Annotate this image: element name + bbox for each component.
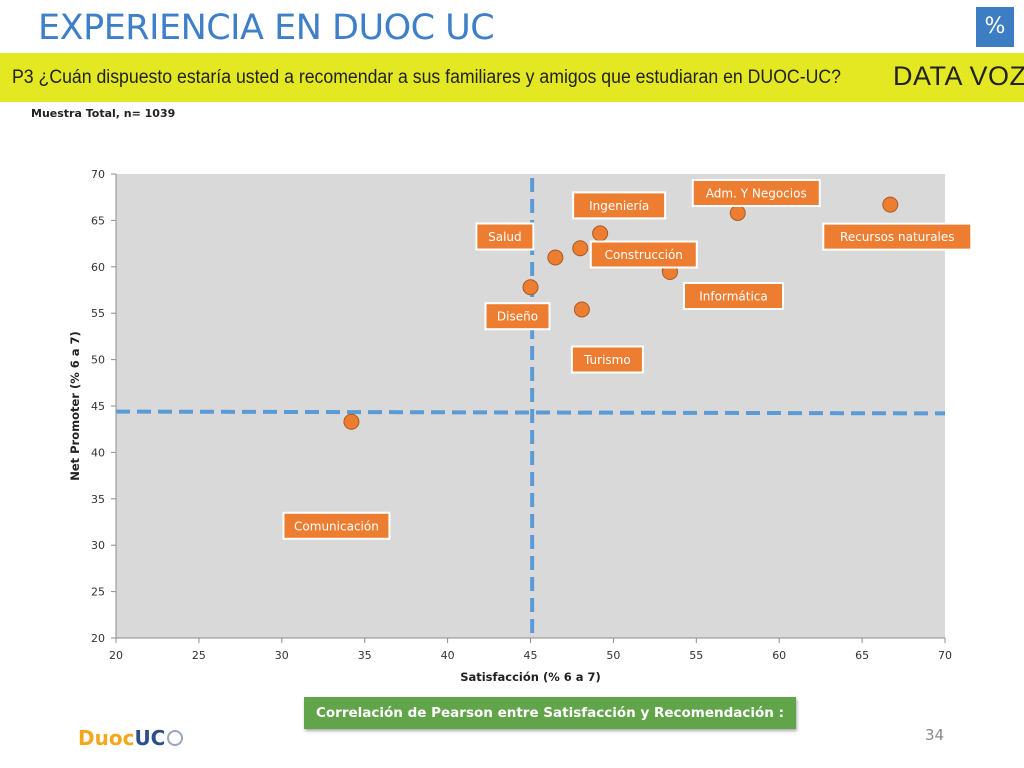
duocuc-logo: DuocUC (78, 726, 184, 752)
data-label: Construcción (605, 248, 683, 262)
data-label: Salud (488, 230, 522, 244)
percent-badge: % (976, 7, 1014, 47)
x-tick-label: 30 (275, 649, 289, 662)
promoter-reference-line (115, 409, 946, 416)
question-text: P3 ¿Cuán dispuesto estaría usted a recom… (12, 67, 841, 88)
y-tick-label: 60 (91, 261, 105, 274)
data-label: Informática (699, 290, 767, 304)
y-axis-title: Net Promoter (% 6 a 7) (68, 331, 82, 481)
y-tick-label: 20 (91, 632, 105, 645)
y-tick-label: 45 (91, 400, 105, 413)
y-tick-label: 30 (91, 539, 105, 552)
x-tick-label: 70 (938, 649, 952, 662)
data-point (882, 196, 899, 213)
data-label: Recursos naturales (840, 230, 955, 244)
datavoz-logo: DATA VOZ (893, 61, 1024, 91)
page-number: 34 (925, 726, 945, 744)
data-label: Adm. Y Negocios (706, 186, 807, 200)
data-label-box (570, 345, 644, 374)
data-point (547, 249, 564, 266)
data-point (573, 301, 590, 318)
y-tick-label: 25 (91, 586, 105, 599)
x-tick-label: 25 (192, 649, 206, 662)
data-label-box (572, 191, 667, 220)
x-tick-label: 65 (855, 649, 869, 662)
data-label: Ingeniería (589, 199, 649, 213)
data-label: Diseño (497, 310, 538, 324)
data-label: Turismo (583, 353, 631, 367)
data-point (572, 240, 589, 257)
data-point (592, 225, 609, 242)
y-tick-label: 70 (91, 168, 105, 181)
data-point (522, 279, 539, 296)
x-tick-label: 55 (689, 649, 703, 662)
x-tick-label: 50 (606, 649, 620, 662)
data-point (343, 413, 360, 430)
y-tick-label: 65 (91, 214, 105, 227)
data-label-box (822, 222, 973, 251)
y-tick-label: 50 (91, 354, 105, 367)
x-tick-label: 40 (441, 649, 455, 662)
data-label-box (683, 282, 784, 310)
question-banner: P3 ¿Cuán dispuesto estaría usted a recom… (0, 53, 1024, 102)
data-label-box (282, 511, 391, 540)
seal-icon (167, 730, 184, 746)
data-label-box (589, 240, 698, 269)
data-label: Comunicación (294, 519, 379, 533)
x-axis-title: Satisfacción (% 6 a 7) (460, 670, 601, 684)
duoc-logo-text: Duoc (78, 726, 135, 750)
data-label-box (691, 178, 821, 207)
y-tick-label: 40 (91, 446, 105, 459)
x-tick-label: 20 (109, 649, 123, 662)
correlation-callout: Correlación de Pearson entre Satisfacció… (304, 697, 796, 753)
page-title: EXPERIENCIA EN DUOC UC (38, 8, 495, 48)
x-tick-label: 60 (772, 649, 786, 662)
x-tick-label: 45 (524, 649, 538, 662)
uc-logo-text: UC (134, 726, 166, 750)
y-tick-label: 35 (91, 493, 105, 506)
data-label-box (484, 302, 551, 331)
data-point (729, 204, 746, 221)
data-label-box (475, 222, 535, 251)
x-tick-label: 35 (358, 649, 372, 662)
y-tick-label: 55 (91, 307, 105, 320)
sample-note: Muestra Total, n= 1039 (31, 107, 176, 120)
